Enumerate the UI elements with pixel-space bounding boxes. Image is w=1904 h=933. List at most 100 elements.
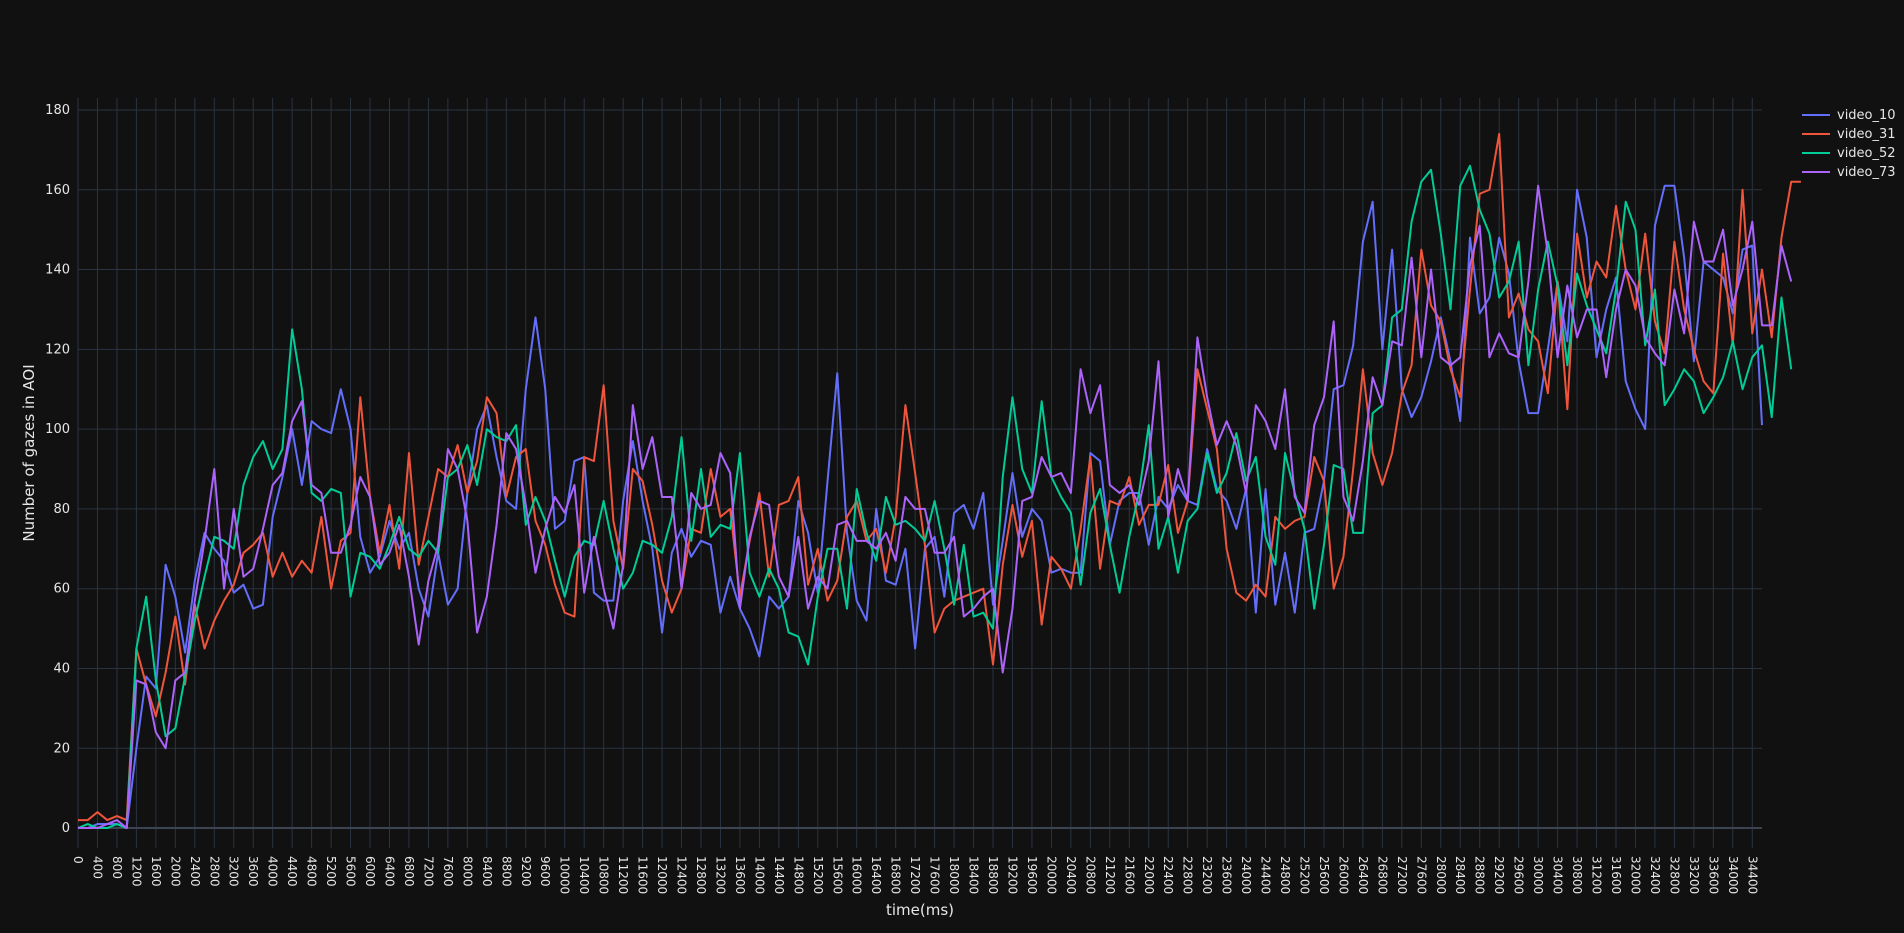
x-tick-label: 12400 [675,856,689,894]
x-tick-label: 27600 [1414,856,1428,894]
x-tick-label: 7200 [421,856,435,887]
y-axis: 0 20 40 60 80 100 120 140 160 180 [45,103,70,836]
x-tick-label: 33600 [1706,856,1720,894]
x-tick-label: 16800 [889,856,903,894]
y-tick-label: 120 [45,342,70,357]
y-tick-label: 80 [53,502,70,517]
x-tick-label: 31200 [1590,856,1604,894]
x-tick-label: 11200 [616,856,630,894]
grid [77,98,1762,848]
x-tick-label: 800 [110,856,124,879]
series-line-video_31 [78,132,1801,822]
y-tick-label: 60 [53,582,70,597]
series-layer [77,132,1801,830]
x-tick-label: 31600 [1609,856,1623,894]
legend-item-video_31[interactable]: video_31 [1802,127,1896,142]
x-tick-label: 17200 [908,856,922,894]
x-tick-label: 5200 [324,856,338,887]
x-tick-label: 10000 [558,856,572,894]
y-tick-label: 100 [45,422,70,437]
y-tick-label: 160 [45,183,70,198]
x-tick-label: 21200 [1103,856,1117,894]
series-line-video_73 [78,184,1793,830]
x-tick-label: 15200 [811,856,825,894]
x-tick-label: 15600 [830,856,844,894]
x-tick-label: 22800 [1181,856,1195,894]
x-tick-label: 18800 [986,856,1000,894]
x-tick-label: 1600 [149,856,163,887]
x-tick-label: 4400 [285,856,299,887]
x-tick-label: 6800 [402,856,416,887]
x-tick-label: 28800 [1473,856,1487,894]
x-tick-label: 26000 [1336,856,1350,894]
x-tick-label: 12000 [655,856,669,894]
x-axis: 0 400 800 1200 1600 2000 2400 2800 3200 3600 4000 4… [71,856,1759,894]
x-tick-label: 3200 [227,856,241,887]
legend-item-video_73[interactable]: video_73 [1802,165,1896,180]
legend-label: video_52 [1837,146,1896,161]
legend-label: video_73 [1837,165,1896,180]
x-tick-label: 8400 [480,856,494,887]
x-tick-label: 32800 [1667,856,1681,894]
x-tick-label: 25600 [1317,856,1331,894]
x-tick-label: 13200 [713,856,727,894]
legend-label: video_31 [1837,127,1896,142]
x-tick-label: 400 [90,856,104,879]
x-tick-label: 1200 [129,856,143,887]
x-tick-label: 5600 [344,856,358,887]
x-tick-label: 17600 [928,856,942,894]
y-tick-label: 0 [62,821,70,836]
x-tick-label: 30800 [1570,856,1584,894]
legend-item-video_52[interactable]: video_52 [1802,146,1896,161]
x-tick-label: 28400 [1453,856,1467,894]
x-tick-label: 14800 [791,856,805,894]
x-tick-label: 28000 [1434,856,1448,894]
series-line-video_10 [78,184,1763,830]
x-tick-label: 10400 [577,856,591,894]
x-tick-label: 18000 [947,856,961,894]
x-axis-title: time(ms) [886,901,954,919]
x-tick-label: 26800 [1375,856,1389,894]
x-tick-label: 26400 [1356,856,1370,894]
x-tick-label: 20000 [1044,856,1058,894]
x-tick-label: 29200 [1492,856,1506,894]
x-tick-label: 3600 [246,856,260,887]
x-tick-label: 4000 [266,856,280,887]
x-tick-label: 16000 [850,856,864,894]
y-tick-label: 140 [45,263,70,278]
x-tick-label: 20400 [1064,856,1078,894]
x-tick-label: 32000 [1628,856,1642,894]
x-tick-label: 2000 [168,856,182,887]
x-tick-label: 22400 [1161,856,1175,894]
legend[interactable]: video_10 video_31 video_52 video_73 [1802,108,1896,180]
x-tick-label: 30400 [1551,856,1565,894]
x-tick-label: 25200 [1297,856,1311,894]
x-tick-label: 19600 [1025,856,1039,894]
x-tick-label: 27200 [1395,856,1409,894]
x-tick-label: 9200 [519,856,533,887]
x-tick-label: 14000 [752,856,766,894]
x-tick-label: 16400 [869,856,883,894]
legend-item-video_10[interactable]: video_10 [1802,108,1896,123]
x-tick-label: 20800 [1083,856,1097,894]
x-tick-label: 22000 [1142,856,1156,894]
x-tick-label: 21600 [1122,856,1136,894]
x-tick-label: 9600 [538,856,552,887]
x-tick-label: 8800 [499,856,513,887]
x-tick-label: 34400 [1745,856,1759,894]
x-tick-label: 2800 [207,856,221,887]
x-tick-label: 10800 [597,856,611,894]
x-tick-label: 33200 [1687,856,1701,894]
x-tick-label: 0 [71,856,85,864]
y-tick-label: 180 [45,103,70,118]
y-axis-title: Number of gazes in AOI [20,364,38,541]
x-tick-label: 29600 [1512,856,1526,894]
x-tick-label: 7600 [441,856,455,887]
x-tick-label: 32400 [1648,856,1662,894]
x-tick-label: 12800 [694,856,708,894]
y-tick-label: 20 [53,741,70,756]
x-tick-label: 6400 [382,856,396,887]
x-tick-label: 24400 [1259,856,1273,894]
x-tick-label: 34000 [1726,856,1740,894]
